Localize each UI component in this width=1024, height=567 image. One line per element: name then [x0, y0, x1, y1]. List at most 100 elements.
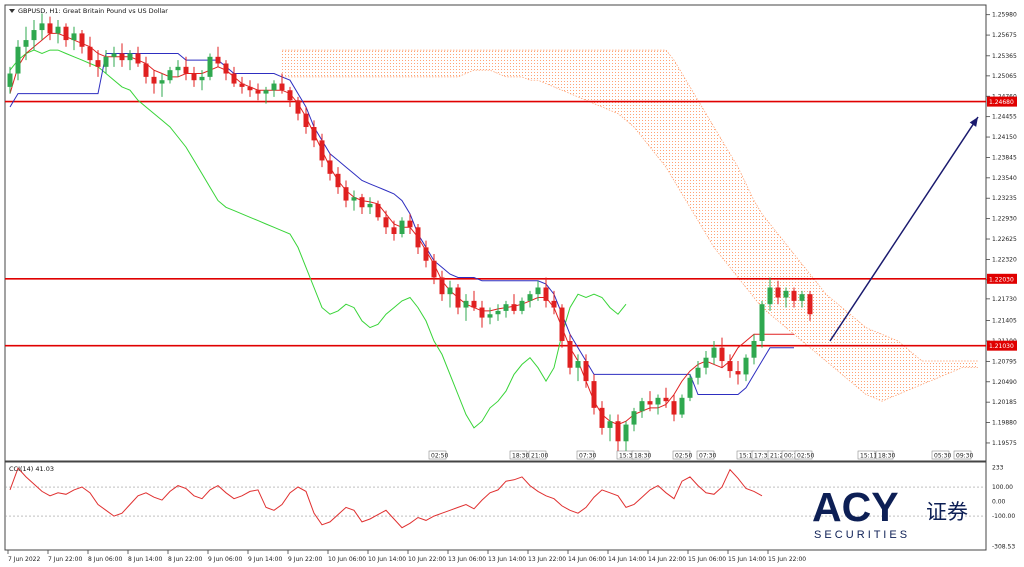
candle-19 — [159, 73, 165, 97]
candle-body — [271, 83, 277, 91]
candle-35 — [287, 86, 293, 107]
candle-36 — [295, 96, 301, 121]
logo-cn: 证券 — [926, 500, 968, 524]
price-label-5: 1.24455 — [992, 114, 1017, 121]
price-label-17: 1.20795 — [992, 358, 1017, 365]
cci-label: CCI(14) 41.03 — [9, 465, 54, 473]
candle-92 — [743, 354, 749, 382]
candle-body — [231, 73, 237, 84]
candle-2 — [23, 26, 29, 61]
time-label-0: 7 Jun 2022 — [8, 556, 40, 563]
candle-body — [47, 23, 53, 34]
candle-body — [135, 53, 141, 64]
marker-box-6 — [672, 450, 691, 460]
candle-15 — [127, 50, 133, 71]
price-label-1: 1.25675 — [992, 32, 1017, 39]
candle-body — [199, 76, 205, 81]
candle-56 — [455, 284, 461, 315]
price-label-20: 1.19880 — [992, 420, 1017, 427]
candle-body — [487, 314, 493, 318]
candle-86 — [695, 361, 701, 385]
time-label-4: 8 Jun 22:00 — [168, 556, 202, 563]
candle-21 — [175, 60, 181, 77]
marker-box-2 — [528, 450, 547, 460]
candle-73 — [591, 374, 597, 415]
level-label-0: 1.24680 — [989, 99, 1014, 106]
time-label-6: 9 Jun 14:00 — [248, 556, 282, 563]
cci-axis-label-4: -308.53 — [992, 543, 1015, 550]
candle-96 — [775, 280, 781, 305]
candle-43 — [351, 190, 357, 211]
candle-body — [767, 287, 773, 305]
time-label-7: 9 Jun 22:00 — [288, 556, 322, 563]
candle-body — [79, 33, 85, 47]
candle-body — [583, 361, 589, 382]
candle-11 — [95, 50, 101, 77]
candle-body — [591, 381, 597, 408]
arrow-head — [969, 116, 978, 127]
candle-31 — [255, 83, 261, 101]
candle-89 — [719, 337, 725, 368]
candle-body — [167, 70, 173, 81]
candle-65 — [527, 290, 533, 308]
marker-box-16 — [953, 450, 972, 460]
candle-26 — [215, 46, 221, 67]
candle-body — [319, 140, 325, 161]
price-label-18: 1.20490 — [992, 379, 1017, 386]
marker-label-11: 00:30 — [784, 453, 801, 460]
marker-label-16: 09:30 — [956, 453, 973, 460]
candle-6 — [55, 20, 61, 44]
price-label-10: 1.22930 — [992, 216, 1017, 223]
time-label-12: 13 Jun 14:00 — [488, 556, 526, 563]
candle-body — [95, 60, 101, 67]
candle-body — [575, 361, 581, 368]
candle-body — [687, 377, 693, 398]
candle-34 — [279, 73, 285, 94]
marker-box-7 — [696, 450, 715, 460]
candle-3 — [31, 20, 37, 51]
candle-70 — [567, 334, 573, 375]
marker-box-3 — [576, 450, 595, 460]
candle-37 — [303, 106, 309, 134]
candle-79 — [639, 397, 645, 418]
candle-98 — [791, 287, 797, 308]
candle-0 — [7, 66, 13, 94]
candle-95 — [767, 277, 773, 311]
candle-76 — [615, 414, 621, 455]
arrow-shaft — [829, 116, 979, 342]
candle-body — [119, 53, 125, 61]
candle-25 — [207, 53, 213, 81]
level-label-2: 1.21030 — [989, 343, 1014, 350]
marker-label-2: 21:00 — [531, 453, 548, 460]
candle-77 — [623, 421, 629, 452]
ichimoku-cloud — [282, 49, 978, 402]
candle-63 — [511, 294, 517, 315]
candle-24 — [199, 70, 205, 91]
candle-16 — [135, 46, 141, 67]
candle-body — [247, 86, 253, 91]
candle-4 — [39, 13, 45, 41]
marker-box-12 — [794, 450, 813, 460]
cloud-area — [282, 50, 978, 402]
cci-axis-label-3: -100.00 — [992, 513, 1015, 520]
level-tag-1 — [987, 273, 1017, 284]
candle-body — [791, 290, 797, 301]
candle-body — [551, 300, 557, 308]
time-label-5: 9 Jun 06:00 — [208, 556, 242, 563]
candle-body — [471, 300, 477, 308]
time-label-9: 10 Jun 14:00 — [368, 556, 406, 563]
candle-body — [431, 260, 437, 278]
candle-body — [143, 63, 149, 77]
candle-82 — [663, 387, 669, 408]
time-label-16: 14 Jun 22:00 — [648, 556, 686, 563]
marker-box-14 — [875, 450, 894, 460]
candle-47 — [383, 210, 389, 234]
candle-40 — [327, 153, 333, 181]
candle-body — [599, 407, 605, 428]
candle-97 — [783, 287, 789, 308]
candle-body — [631, 411, 637, 425]
candle-body — [543, 287, 549, 301]
marker-label-9: 17:30 — [754, 453, 771, 460]
